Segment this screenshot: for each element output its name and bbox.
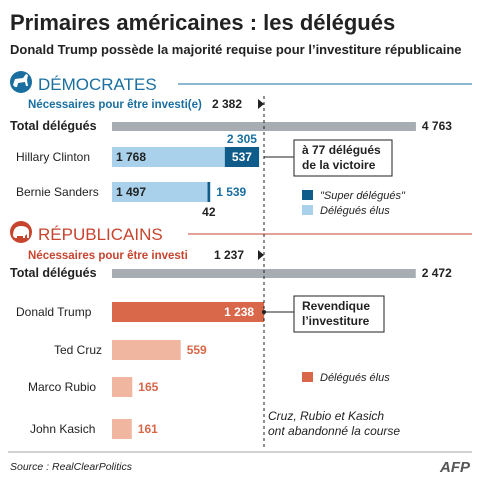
bar-clinton-pledged [112, 147, 225, 167]
dem-callout-line1: à 77 délégués [302, 143, 381, 157]
rep-required-value: 1 237 [214, 248, 244, 262]
bar-sanders-super [207, 182, 211, 202]
triangle-marker-icon [258, 99, 264, 109]
dem-section-title: DÉMOCRATES [38, 75, 157, 94]
rep-required-label: Nécessaires pour être investi [28, 250, 188, 262]
donkey-icon [10, 71, 32, 93]
legend-swatch-elected-rep [302, 372, 313, 382]
bar-cruz [112, 340, 181, 360]
rep-section-title: RÉPUBLICAINS [38, 225, 163, 244]
dem-required-value: 2 382 [212, 97, 242, 111]
dropout-note-line2: ont abandonné la course [268, 424, 400, 438]
label-sanders-sum: 1 539 [216, 185, 246, 199]
bar-clinton-super [224, 147, 260, 167]
dem-callout: à 77 délégués de la victoire [264, 139, 393, 177]
rep-total-value: 2 472 [422, 266, 452, 280]
rep-callout: Revendique l’investiture [262, 295, 385, 333]
candidate-name-kasich: John Kasich [30, 422, 95, 436]
label-sanders-pledged: 1 497 [116, 185, 146, 199]
label-trump: 1 238 [224, 305, 254, 319]
label-kasich: 161 [138, 422, 158, 436]
bar-trump [112, 302, 265, 322]
label-clinton-pledged: 1 768 [116, 150, 146, 164]
page-title: Primaires américaines : les délégués [10, 10, 395, 35]
source-text: Source : RealClearPolitics [10, 461, 133, 473]
rep-callout-line2: l’investiture [302, 314, 370, 328]
label-rubio: 165 [138, 380, 158, 394]
bar-kasich [112, 419, 132, 439]
dem-total-value: 4 763 [422, 119, 452, 133]
label-cruz: 559 [187, 343, 207, 357]
legend-swatch-super [302, 190, 313, 200]
afp-logo: AFP [439, 459, 471, 476]
rep-callout-line1: Revendique [302, 299, 370, 313]
label-clinton-super: 537 [232, 150, 252, 164]
dropout-note-line1: Cruz, Rubio et Kasich [268, 409, 384, 423]
bar-sanders-pledged [112, 182, 208, 202]
label-clinton-sum: 2 305 [227, 132, 257, 146]
dem-required-label: Nécessaires pour être investi(e) [28, 99, 202, 111]
dem-callout-line2: de la victoire [302, 158, 376, 172]
legend-label-super: "Super délégués" [320, 190, 406, 202]
candidate-name-trump: Donald Trump [16, 305, 92, 319]
triangle-marker-icon [258, 250, 264, 260]
legend-label-elected-rep: Délégués élus [320, 372, 390, 384]
dem-total-label: Total délégués [10, 119, 97, 133]
rep-total-label: Total délégués [10, 266, 97, 280]
legend-swatch-elected-dem [302, 205, 313, 215]
candidate-name-rubio: Marco Rubio [28, 380, 96, 394]
candidate-name-clinton: Hillary Clinton [16, 150, 90, 164]
elephant-icon [10, 221, 32, 243]
rep-total-bar [112, 269, 416, 278]
candidate-name-sanders: Bernie Sanders [16, 185, 99, 199]
legend-label-elected-dem: Délégués élus [320, 205, 390, 217]
page-subtitle: Donald Trump possède la majorité requise… [10, 42, 462, 57]
candidate-name-cruz: Ted Cruz [54, 343, 102, 357]
label-sanders-super: 42 [202, 205, 216, 219]
bar-rubio [112, 377, 133, 397]
